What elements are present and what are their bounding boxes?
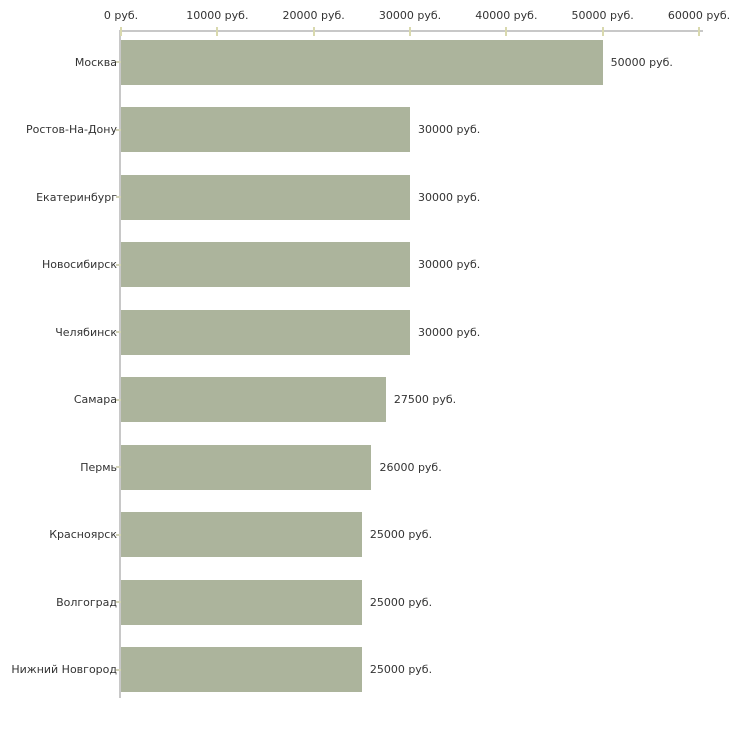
category-tick [116,196,121,198]
x-axis-tick [698,27,700,36]
bar-Челябинск [121,309,410,355]
category-tick [116,398,121,401]
x-axis-tick [505,27,508,36]
x-axis-tick [120,27,122,36]
x-axis-tick-label: 40000 руб. [475,9,538,22]
value-label: 30000 руб. [418,190,481,204]
x-axis-tick-label: 10000 руб. [186,9,249,22]
value-label: 30000 руб. [418,325,481,339]
category-tick [116,331,121,333]
category-tick [116,601,121,603]
category-tick [116,668,121,671]
category-label: Москва [74,55,117,69]
bar-Пермь [121,444,372,490]
category-label: Челябинск [55,325,117,339]
x-axis-tick-label: 50000 руб. [571,9,634,22]
x-axis-tick-label: 30000 руб. [378,9,442,22]
value-label: 25000 руб. [369,528,433,541]
bar-Нижний Новгород [121,647,362,692]
category-tick [116,61,121,63]
x-axis-tick [409,27,411,36]
bar-Екатеринбург [121,174,410,220]
x-axis-tick-label: 0 руб. [103,9,139,22]
category-label: Пермь [80,460,117,474]
value-label: 50000 руб. [610,55,673,69]
x-axis-tick [601,27,604,36]
category-label: Ростов-На-Дону [25,123,117,136]
category-label: Нижний Новгород [11,663,117,676]
bar-Самара [121,377,386,422]
category-tick [116,128,121,131]
value-label: 25000 руб. [369,595,433,609]
value-label: 27500 руб. [393,393,457,406]
x-axis-tick [312,27,315,36]
category-label: Новосибирск [41,258,117,271]
category-tick [116,263,121,266]
y-axis-line [119,30,121,698]
category-label: Самара [73,393,117,406]
bar-Москва [121,39,603,85]
x-axis-line [121,30,703,32]
value-label: 30000 руб. [418,258,481,271]
x-axis-tick [216,27,219,36]
category-tick [116,533,121,536]
category-tick [116,466,121,468]
value-label: 25000 руб. [369,663,433,676]
category-label: Красноярск [49,528,117,541]
x-axis-tick-label: 20000 руб. [282,9,345,22]
bar-Новосибирск [121,242,410,287]
bar-Красноярск [121,512,362,557]
category-label: Волгоград [56,595,117,609]
bar-Ростов-На-Дону [121,107,410,152]
value-label: 30000 руб. [418,123,481,136]
category-label: Екатеринбург [36,190,117,204]
value-label: 26000 руб. [379,460,442,474]
x-axis-tick-label: 60000 руб. [667,9,730,22]
bar-Волгоград [121,579,362,625]
